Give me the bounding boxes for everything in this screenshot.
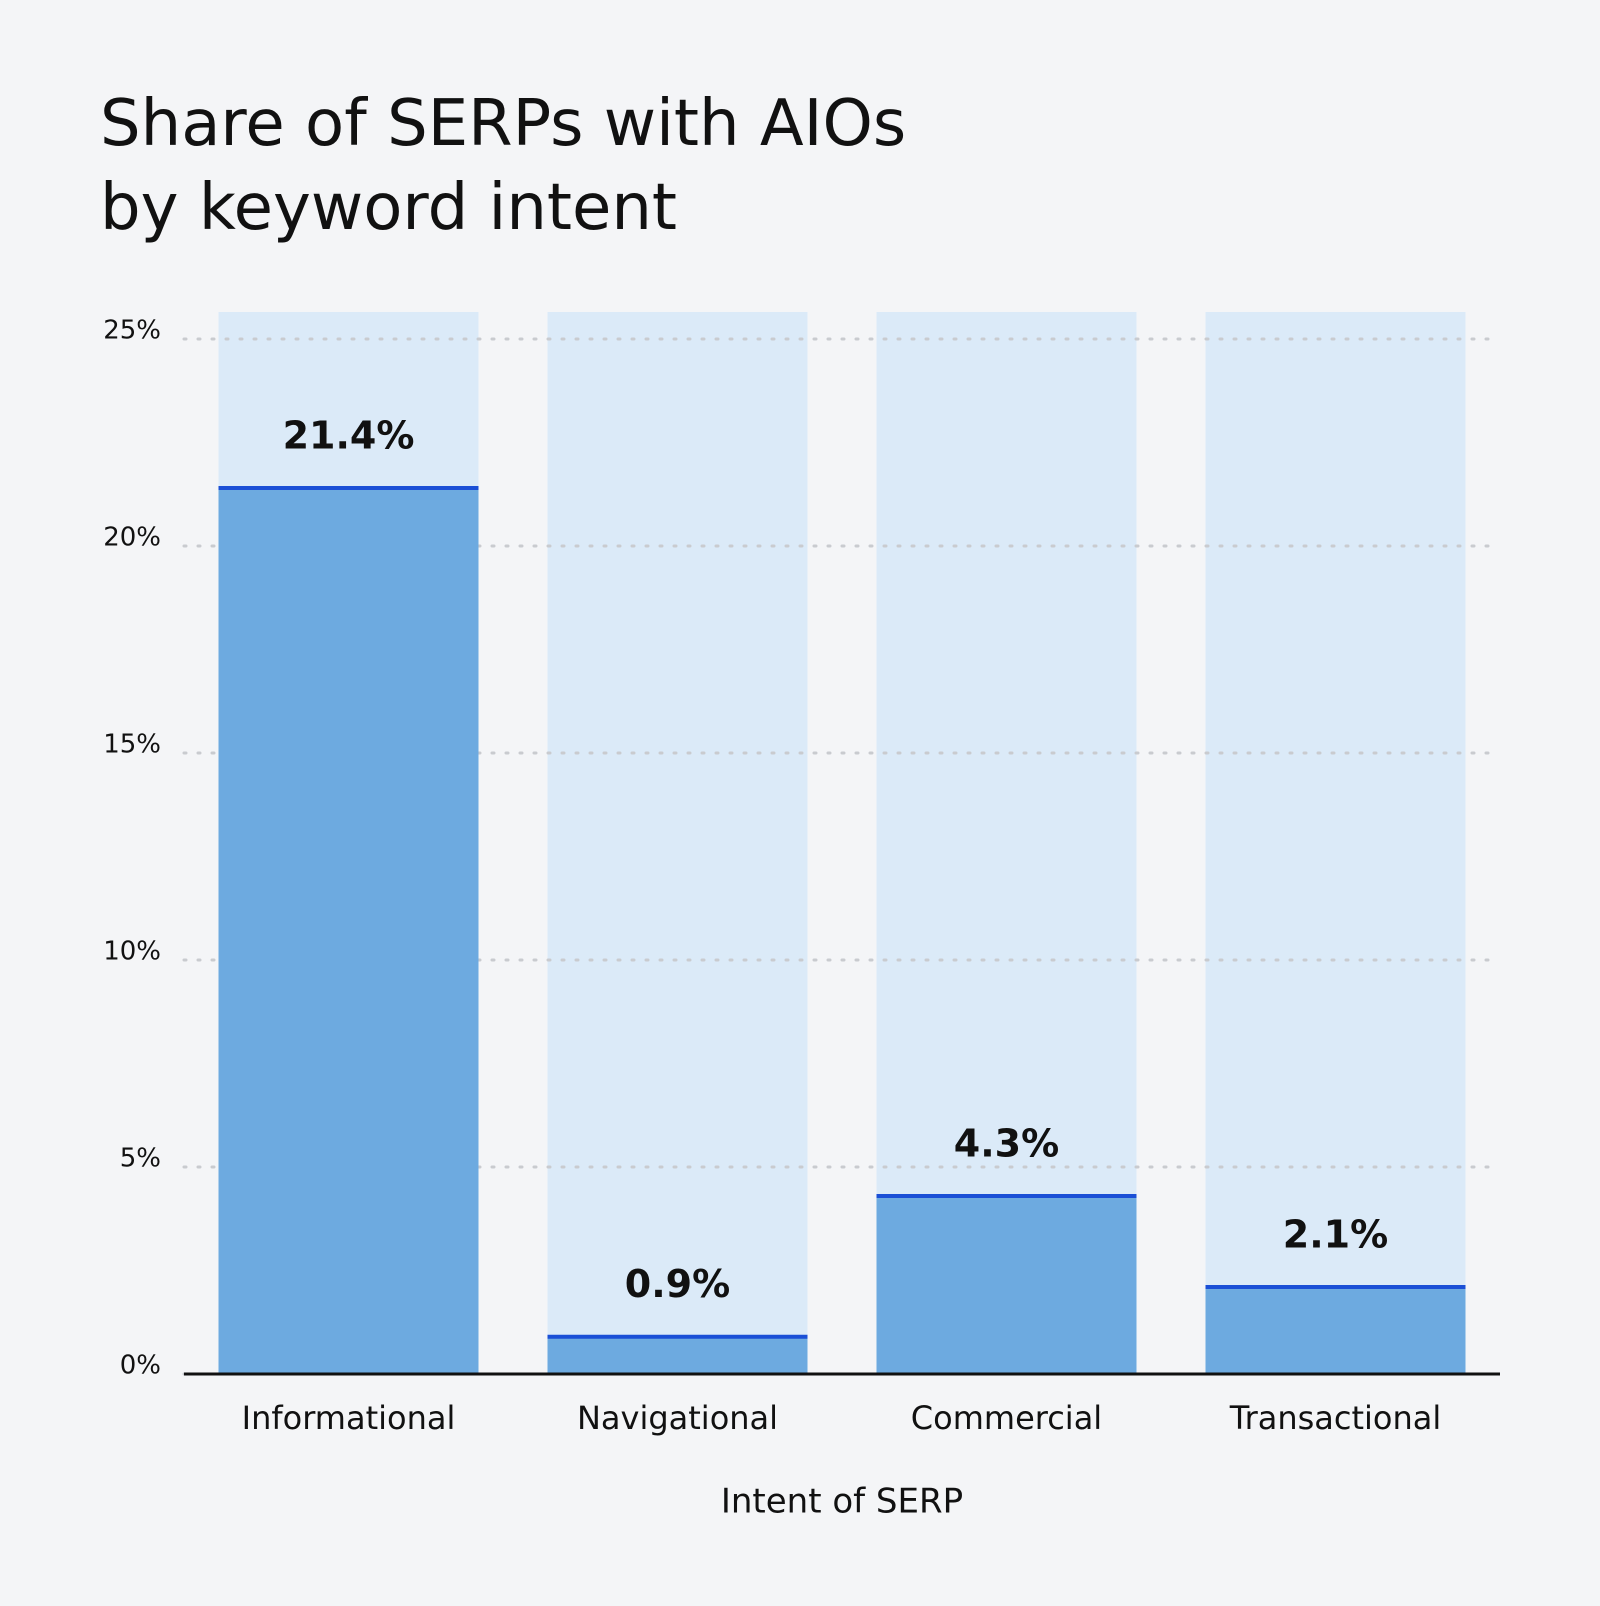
bar	[547, 1336, 808, 1374]
bar	[1205, 1287, 1466, 1374]
y-tick-label: 10%	[103, 937, 161, 967]
bar-background	[1205, 312, 1466, 1374]
x-tick-label: Transactional	[1229, 1399, 1442, 1437]
value-label: 21.4%	[283, 414, 415, 458]
x-tick-label: Commercial	[911, 1399, 1102, 1437]
y-tick-label: 25%	[103, 316, 161, 346]
value-label: 2.1%	[1283, 1213, 1388, 1257]
x-tick-label: Navigational	[577, 1399, 778, 1437]
y-tick-label: 15%	[103, 730, 161, 760]
y-tick-label: 5%	[120, 1144, 161, 1174]
value-label: 4.3%	[954, 1121, 1059, 1165]
y-tick-label: 20%	[103, 523, 161, 553]
x-axis-label: Intent of SERP	[721, 1482, 963, 1522]
value-label: 0.9%	[625, 1262, 730, 1306]
bar	[876, 1195, 1137, 1374]
chart-title: Share of SERPs with AIOs by keyword inte…	[100, 87, 907, 245]
x-tick-label: Informational	[242, 1399, 456, 1437]
bar-background	[547, 312, 808, 1374]
bar	[218, 488, 479, 1374]
y-tick-label: 0%	[120, 1351, 161, 1381]
